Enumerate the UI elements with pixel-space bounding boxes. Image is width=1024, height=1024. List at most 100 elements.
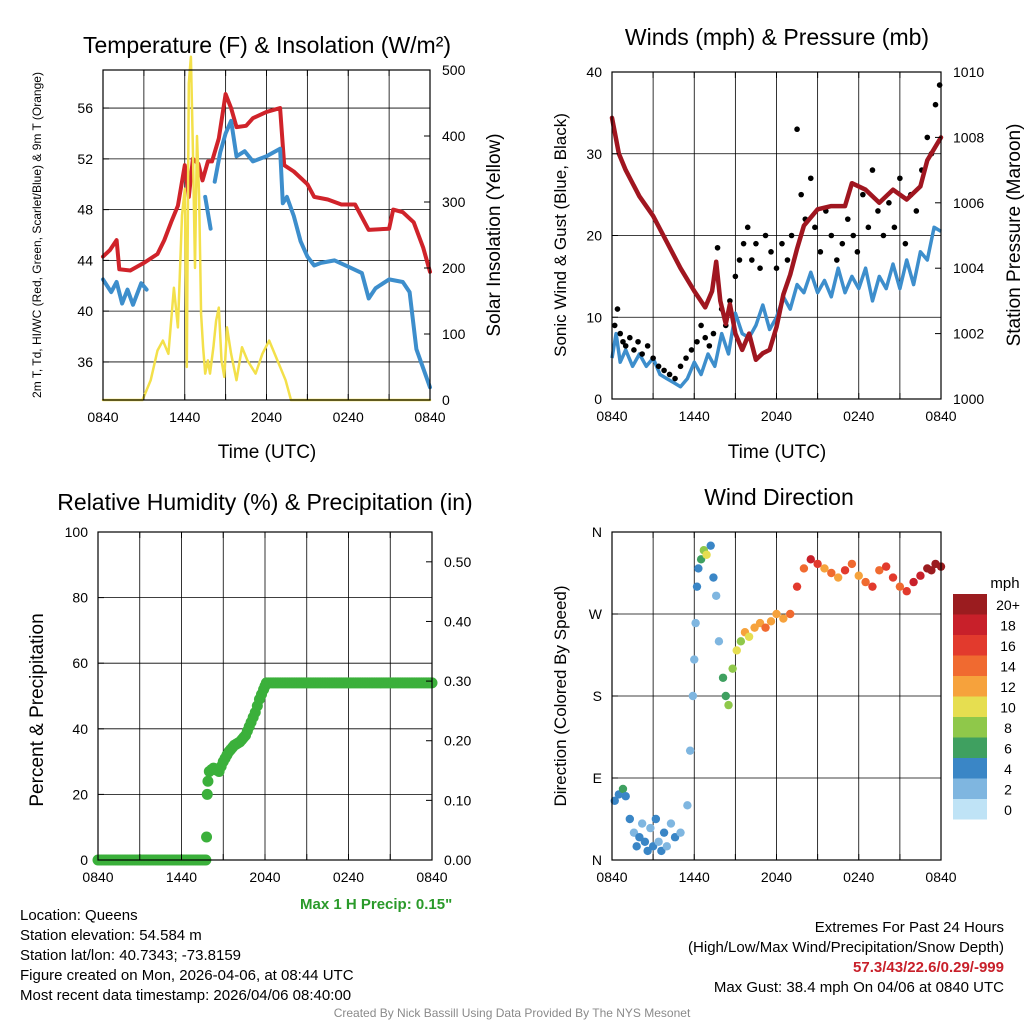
temp-y2tick-label: 200 — [442, 260, 466, 276]
gust-point — [773, 265, 780, 272]
direction-point — [685, 746, 695, 755]
temp-ytick-label: 40 — [77, 303, 93, 319]
temp-ytick-label: 52 — [77, 151, 93, 167]
wind-speed-line — [610, 225, 942, 389]
direction-point — [618, 784, 628, 794]
elevation-text: Station elevation: 54.584 m — [20, 927, 202, 944]
direction-point — [659, 828, 669, 837]
gust-point — [639, 351, 645, 357]
rh-ytick-label: 0 — [80, 852, 88, 868]
wind-y2tick-label: 1002 — [953, 326, 984, 342]
direction-point — [799, 564, 809, 573]
temp-y2tick-label: 500 — [442, 62, 466, 78]
wind-y2tick-label: 1000 — [953, 391, 984, 407]
gust-point — [650, 355, 656, 361]
temp-ylabel-right: Solar Insolation (Yellow) — [484, 133, 505, 336]
precip-point — [202, 775, 214, 787]
wind-ytick-label: 40 — [586, 64, 602, 80]
temp-xtick-label: 0240 — [333, 409, 364, 425]
gust-point — [644, 343, 651, 349]
direction-point — [772, 609, 781, 619]
direction-point — [861, 577, 870, 587]
gust-point — [891, 224, 898, 231]
direction-point — [662, 842, 672, 851]
temp-series-line — [101, 118, 432, 390]
dir-xtick-label: 0240 — [843, 869, 874, 885]
rh-xtick-label: 0840 — [416, 869, 447, 885]
temp-ytick-label: 44 — [77, 252, 93, 268]
dir-title: Wind Direction — [704, 484, 854, 510]
direction-point — [833, 573, 843, 582]
colorbar-swatch — [953, 655, 987, 676]
direction-point — [909, 577, 918, 587]
gust-point — [875, 208, 881, 214]
gust-point — [924, 134, 931, 141]
colorbar-label: 0 — [1004, 802, 1012, 818]
rh-xtick-label: 2040 — [249, 869, 280, 885]
temp-series — [101, 55, 432, 402]
gust-point — [869, 167, 876, 173]
direction-point — [728, 664, 737, 673]
direction-point — [840, 566, 850, 575]
direction-point — [875, 566, 884, 575]
gust-point — [897, 175, 903, 182]
wind-ytick-label: 10 — [586, 309, 602, 325]
gust-point — [635, 338, 641, 345]
rh-y2tick-label: 0.10 — [444, 792, 471, 808]
direction-point — [718, 673, 728, 682]
wind-ytick-label: 20 — [586, 228, 602, 244]
temp-y2tick-label: 0 — [442, 392, 450, 408]
colorbar-label: 2 — [1004, 782, 1012, 798]
gust-point — [611, 322, 618, 329]
credit-text: Created By Nick Bassill Using Data Provi… — [333, 1006, 691, 1020]
direction-point — [761, 623, 770, 632]
gust-point — [732, 273, 739, 280]
wind-xlabel: Time (UTC) — [728, 442, 827, 463]
gust-point — [702, 334, 709, 341]
extremes-info: Extremes For Past 24 Hours (High/Low/Max… — [688, 918, 1004, 998]
direction-point — [766, 617, 776, 626]
direction-point — [806, 555, 815, 564]
direction-point — [732, 646, 741, 655]
colorbar-swatch — [953, 778, 987, 799]
direction-point — [827, 568, 836, 578]
direction-point — [691, 618, 700, 628]
temp-ytick-label: 36 — [77, 354, 93, 370]
direction-point — [854, 571, 863, 580]
temp-y2tick-label: 400 — [442, 128, 466, 144]
direction-point — [676, 828, 685, 837]
direction-point — [744, 632, 754, 641]
gust-point — [828, 232, 835, 239]
rh-ytick-label: 80 — [72, 590, 88, 606]
colorbar-swatch — [953, 717, 987, 738]
direction-point — [714, 637, 724, 646]
temp-panel: Temperature (F) & Insolation (W/m²) 0840… — [30, 32, 505, 463]
gust-point — [834, 257, 840, 263]
dir-xtick-label: 0840 — [925, 869, 956, 885]
gust-point — [620, 338, 626, 345]
temp-title: Temperature (F) & Insolation (W/m²) — [83, 32, 451, 58]
rh-ytick-label: 20 — [72, 786, 88, 802]
gust-point — [614, 306, 621, 312]
temp-ytick-label: 48 — [77, 202, 93, 218]
direction-point — [646, 823, 655, 833]
recent-data-text: Most recent data timestamp: 2026/04/06 0… — [20, 987, 352, 1004]
max-gust-text: Max Gust: 38.4 mph On 04/06 at 0840 UTC — [713, 979, 1004, 996]
direction-point — [706, 541, 715, 550]
wind-y2tick-label: 1004 — [953, 260, 984, 276]
colorbar-label: 8 — [1004, 720, 1012, 736]
gust-point — [672, 375, 678, 382]
gust-point — [913, 208, 920, 214]
wind-panel: Winds (mph) & Pressure (mb) 0840 1440 2040… — [551, 24, 1024, 463]
colorbar-label: 20+ — [996, 597, 1020, 613]
temp-xtick-label: 1440 — [169, 409, 200, 425]
temp-xtick-label: 0840 — [414, 409, 445, 425]
gust-point — [812, 224, 818, 231]
gust-point — [768, 249, 774, 255]
location-text: Location: Queens — [20, 907, 138, 924]
rh-xtick-label: 1440 — [166, 869, 197, 885]
temp-gridlines — [103, 70, 430, 400]
temp-xlabel: Time (UTC) — [218, 442, 317, 463]
gust-point — [688, 347, 695, 353]
